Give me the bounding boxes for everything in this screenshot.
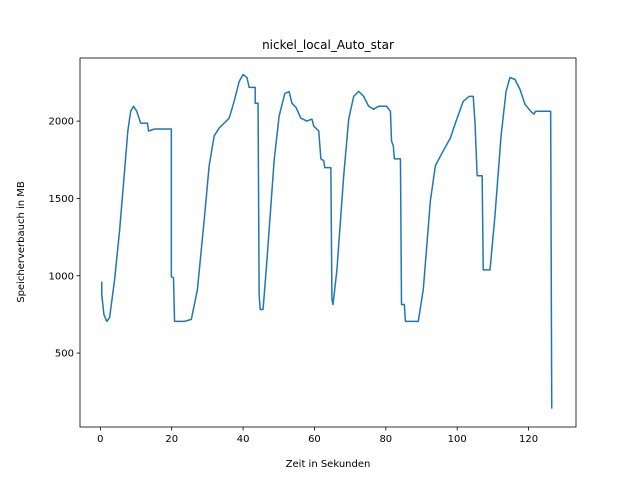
plot-frame (79, 57, 577, 428)
x-tick-label: 120 (519, 434, 538, 445)
chart-title: nickel_local_Auto_star (262, 38, 394, 52)
x-tick-label: 80 (379, 434, 392, 445)
x-tick-label: 20 (165, 434, 178, 445)
y-tick-label: 500 (55, 349, 74, 360)
y-axis-label: Speicherverbauch in MB (16, 181, 27, 303)
y-tick-label: 1500 (49, 194, 74, 205)
x-axis-label: Zeit in Sekunden (286, 459, 371, 470)
y-tick-label: 2000 (49, 117, 74, 128)
x-tick-label: 100 (448, 434, 467, 445)
x-tick-label: 0 (97, 434, 103, 445)
x-tick-label: 40 (237, 434, 250, 445)
x-tick-label: 60 (308, 434, 321, 445)
y-tick-label: 1000 (49, 271, 74, 282)
data-line (101, 73, 553, 409)
